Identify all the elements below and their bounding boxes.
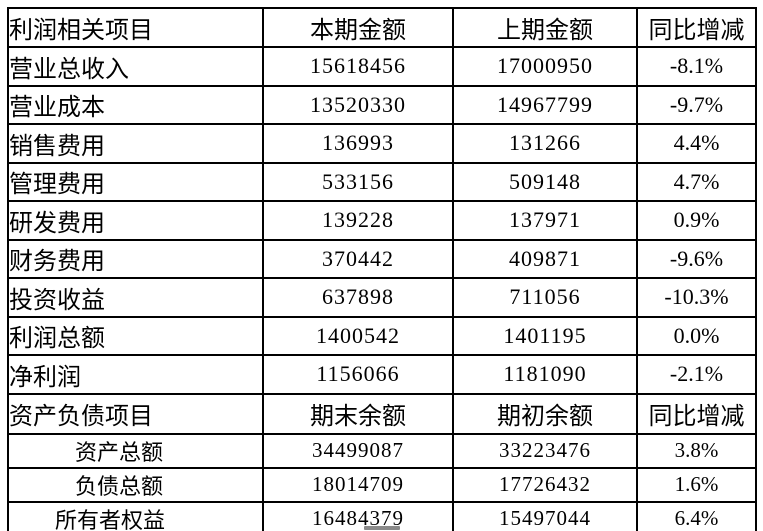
current-amount-cell: 1400542 (262, 315, 454, 356)
item-cell: 净利润 (7, 354, 264, 395)
item-cell: 营业成本 (7, 84, 264, 125)
previous-amount-cell: 409871 (452, 238, 638, 279)
change-cell: -9.6% (636, 238, 757, 279)
profit-header-change: 同比增减 (636, 7, 757, 48)
previous-amount-cell: 1181090 (452, 354, 638, 395)
item-cell: 财务费用 (7, 238, 264, 279)
table-row: 净利润 1156066 1181090 -2.1% (7, 354, 757, 395)
current-amount-cell: 533156 (262, 161, 454, 202)
change-cell: 0.9% (636, 200, 757, 241)
balance-header-previous: 期初余额 (452, 392, 638, 435)
balance-header-current: 期末余额 (262, 392, 454, 435)
item-cell: 利润总额 (7, 315, 264, 356)
table-row: 销售费用 136993 131266 4.4% (7, 123, 757, 164)
item-cell: 投资收益 (7, 277, 264, 318)
current-amount-cell: 637898 (262, 277, 454, 318)
current-amount-cell: 34499087 (262, 432, 454, 469)
profit-header-item: 利润相关项目 (7, 7, 264, 48)
change-cell: 6.4% (636, 500, 757, 531)
change-cell: -2.1% (636, 354, 757, 395)
previous-amount-cell: 15497044 (452, 500, 638, 531)
scroll-handle[interactable] (364, 526, 400, 530)
item-cell: 销售费用 (7, 123, 264, 164)
table-row: 管理费用 533156 509148 4.7% (7, 161, 757, 202)
item-cell: 研发费用 (7, 200, 264, 241)
item-cell: 所有者权益 (7, 500, 264, 531)
current-amount-cell: 15618456 (262, 46, 454, 87)
current-amount-cell: 13520330 (262, 84, 454, 125)
change-cell: 4.4% (636, 123, 757, 164)
table-row: 投资收益 637898 711056 -10.3% (7, 277, 757, 318)
table-row: 营业成本 13520330 14967799 -9.7% (7, 84, 757, 125)
table-row: 财务费用 370442 409871 -9.6% (7, 238, 757, 279)
previous-amount-cell: 17726432 (452, 466, 638, 503)
balance-header-row: 资产负债项目 期末余额 期初余额 同比增减 (7, 392, 757, 435)
balance-header-change: 同比增减 (636, 392, 757, 435)
previous-amount-cell: 17000950 (452, 46, 638, 87)
current-amount-cell: 1156066 (262, 354, 454, 395)
previous-amount-cell: 711056 (452, 277, 638, 318)
previous-amount-cell: 509148 (452, 161, 638, 202)
previous-amount-cell: 14967799 (452, 84, 638, 125)
profit-header-previous: 上期金额 (452, 7, 638, 48)
change-cell: 4.7% (636, 161, 757, 202)
item-cell: 营业总收入 (7, 46, 264, 87)
current-amount-cell: 370442 (262, 238, 454, 279)
table-row: 营业总收入 15618456 17000950 -8.1% (7, 46, 757, 87)
current-amount-cell: 139228 (262, 200, 454, 241)
table-row: 研发费用 139228 137971 0.9% (7, 200, 757, 241)
previous-amount-cell: 131266 (452, 123, 638, 164)
financial-table: 利润相关项目 本期金额 上期金额 同比增减 营业总收入 15618456 170… (7, 7, 757, 531)
current-amount-cell: 16484379 (262, 500, 454, 531)
change-cell: 3.8% (636, 432, 757, 469)
current-amount-cell: 136993 (262, 123, 454, 164)
item-cell: 管理费用 (7, 161, 264, 202)
item-cell: 资产总额 (7, 432, 264, 469)
table-row: 资产总额 34499087 33223476 3.8% (7, 432, 757, 469)
item-cell: 负债总额 (7, 466, 264, 503)
balance-header-item: 资产负债项目 (7, 392, 264, 435)
previous-amount-cell: 1401195 (452, 315, 638, 356)
table-row: 负债总额 18014709 17726432 1.6% (7, 466, 757, 503)
table-row: 利润总额 1400542 1401195 0.0% (7, 315, 757, 356)
previous-amount-cell: 137971 (452, 200, 638, 241)
previous-amount-cell: 33223476 (452, 432, 638, 469)
change-cell: 0.0% (636, 315, 757, 356)
change-cell: -8.1% (636, 46, 757, 87)
profit-header-row: 利润相关项目 本期金额 上期金额 同比增减 (7, 7, 757, 48)
change-cell: -9.7% (636, 84, 757, 125)
change-cell: 1.6% (636, 466, 757, 503)
change-cell: -10.3% (636, 277, 757, 318)
profit-header-current: 本期金额 (262, 7, 454, 48)
current-amount-cell: 18014709 (262, 466, 454, 503)
